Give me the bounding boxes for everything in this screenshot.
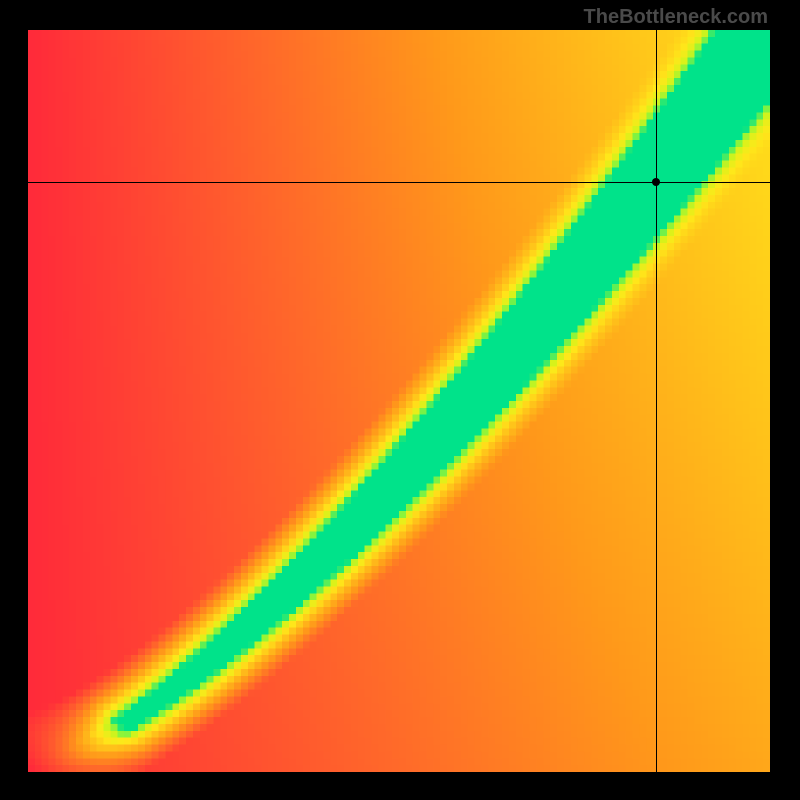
watermark-text: TheBottleneck.com bbox=[584, 6, 768, 29]
crosshair-vertical bbox=[656, 30, 657, 772]
crosshair-marker bbox=[652, 178, 660, 186]
heatmap-canvas bbox=[28, 30, 770, 772]
heatmap-plot bbox=[28, 30, 770, 772]
